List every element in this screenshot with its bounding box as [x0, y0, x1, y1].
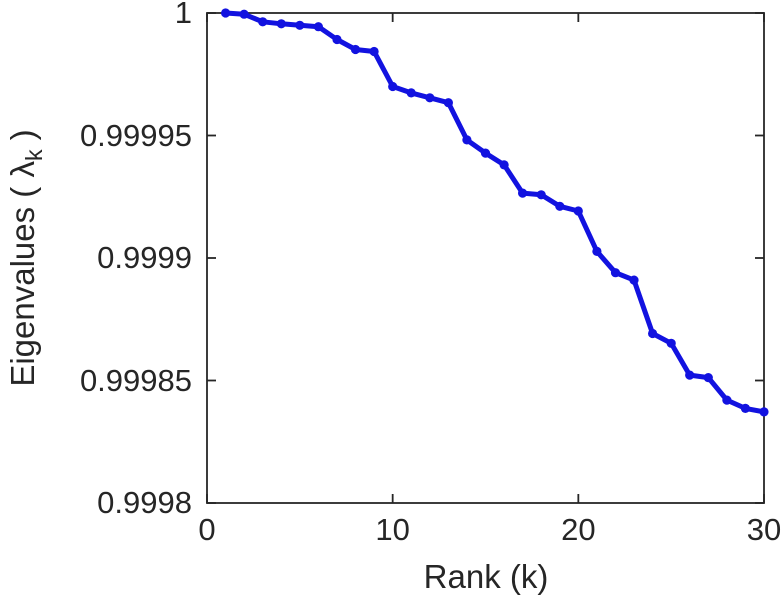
data-point-marker	[369, 46, 379, 57]
data-point-marker	[536, 190, 546, 200]
eigenvalues-line	[223, 10, 767, 415]
data-point-marker	[350, 44, 361, 55]
data-point-marker	[573, 206, 583, 216]
data-point-marker	[629, 275, 639, 285]
y-axis-label: Eigenvalues ( λk )	[4, 129, 48, 386]
data-point-marker	[406, 88, 416, 98]
data-point-marker	[518, 188, 528, 198]
plot-box	[206, 12, 765, 504]
data-point-marker	[666, 338, 676, 348]
data-point-marker	[276, 19, 286, 29]
data-point-marker	[499, 160, 509, 170]
data-point-marker	[648, 328, 658, 339]
data-point-marker	[239, 9, 249, 19]
data-point-marker	[258, 17, 268, 27]
data-point-marker	[722, 395, 732, 405]
data-point-marker	[443, 98, 453, 108]
x-tick-label: 30	[746, 512, 782, 547]
data-point-marker	[295, 20, 305, 30]
data-point-marker	[592, 246, 602, 256]
data-point-marker	[759, 407, 769, 417]
data-point-marker	[425, 93, 435, 103]
lambda-symbol: λ	[4, 161, 42, 178]
data-point-marker	[388, 81, 398, 92]
data-point-marker	[555, 201, 565, 211]
data-point-marker	[221, 8, 231, 18]
data-point-marker	[685, 370, 695, 380]
y-tick-label: 0.99995	[79, 117, 192, 153]
data-point-marker	[480, 148, 491, 158]
y-tick-label: 0.9999	[97, 240, 192, 275]
x-axis-label: Rank (k)	[423, 558, 549, 595]
data-point-marker	[610, 268, 621, 278]
y-tick-label: 1	[174, 0, 192, 30]
x-tick-label: 0	[198, 512, 216, 547]
data-point-marker	[313, 22, 323, 32]
data-point-marker	[462, 135, 472, 145]
lambda-subscript: k	[20, 149, 47, 162]
y-axis-label-close: )	[4, 129, 42, 150]
x-tick-label: 20	[561, 512, 596, 547]
y-tick-label: 0.9998	[97, 485, 192, 520]
x-tick-label: 10	[375, 512, 410, 547]
y-axis-label-text: Eigenvalues (	[4, 177, 42, 387]
data-point-marker	[703, 373, 713, 383]
data-point-marker	[740, 403, 751, 413]
y-tick-label: 0.99985	[79, 362, 192, 398]
data-point-marker	[332, 34, 342, 45]
